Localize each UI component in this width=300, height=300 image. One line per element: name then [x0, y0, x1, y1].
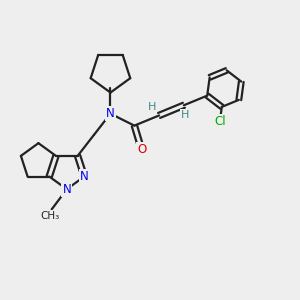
- Text: CH₃: CH₃: [40, 211, 60, 221]
- Text: Cl: Cl: [214, 115, 226, 128]
- Text: N: N: [106, 107, 115, 120]
- Text: H: H: [181, 110, 190, 120]
- Text: N: N: [80, 170, 89, 183]
- Text: O: O: [137, 143, 146, 156]
- Text: N: N: [62, 183, 71, 196]
- Text: H: H: [148, 101, 156, 112]
